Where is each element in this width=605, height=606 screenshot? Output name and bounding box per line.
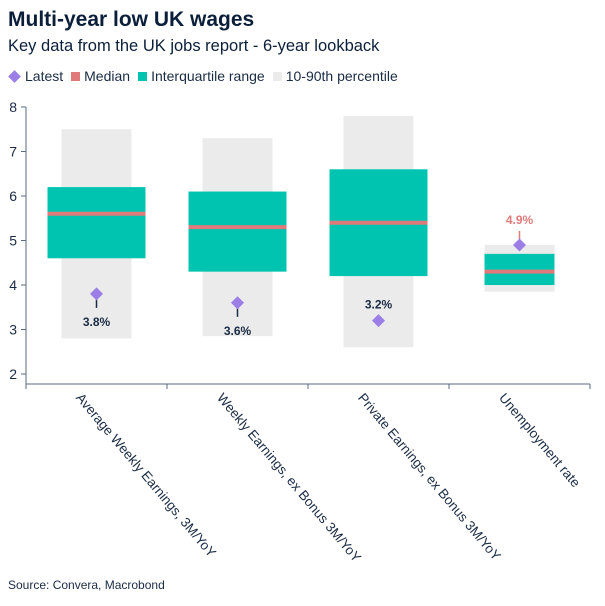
y-tick-label: 5 (9, 233, 17, 249)
latest-diamond-icon (8, 69, 21, 83)
interquartile-box (484, 253, 555, 285)
legend-label-latest: Latest (25, 68, 64, 84)
legend-label-p1090: 10-90th percentile (285, 68, 398, 84)
p1090-square-icon (272, 71, 282, 81)
y-tick-label: 7 (9, 144, 17, 160)
box-chart: 2 3 4 5 6 7 8 3.8% Average Weekly Earnings, 3M/Y… (9, 99, 591, 565)
legend-label-iqr: Interquartile range (151, 68, 265, 84)
latest-marker (513, 238, 526, 252)
legend-item-iqr: Interquartile range (138, 68, 265, 84)
latest-value-label: 3.8% (83, 315, 111, 329)
legend-label-median: Median (84, 68, 131, 84)
x-category-label: Weekly Earnings, ex Bonus 3M/YoY (214, 390, 364, 565)
interquartile-box (188, 191, 287, 272)
y-tick-label: 4 (9, 277, 17, 293)
latest-marker (231, 296, 244, 310)
latest-marker (372, 314, 385, 328)
chart-title: Multi-year low UK wages (8, 8, 255, 31)
legend: Latest Median Interquartile range 10-90t… (8, 68, 406, 84)
chart-subtitle: Key data from the UK jobs report - 6-yea… (8, 37, 380, 55)
latest-value-label: 3.2% (365, 298, 393, 312)
latest-marker (90, 287, 103, 301)
legend-item-latest: Latest (8, 68, 63, 84)
latest-value-label: 4.9% (506, 213, 534, 227)
latest-value-label: 3.6% (224, 324, 252, 338)
x-category-label: Private Earnings, ex Bonus 3M/YoY (355, 390, 504, 563)
interquartile-box (47, 187, 146, 259)
y-tick-label: 8 (9, 99, 17, 115)
y-tick-label: 2 (9, 366, 17, 382)
source-note: Source: Convera, Macrobond (8, 578, 165, 592)
median-square-icon (71, 71, 81, 81)
x-category-label: Unemployment rate (496, 390, 583, 490)
legend-item-median: Median (71, 68, 130, 84)
legend-item-p1090: 10-90th percentile (272, 68, 398, 84)
iqr-square-icon (138, 71, 148, 81)
x-category-label: Average Weekly Earnings, 3M/YoY (73, 390, 219, 560)
y-tick-label: 3 (9, 322, 17, 338)
y-tick-label: 6 (9, 188, 17, 204)
